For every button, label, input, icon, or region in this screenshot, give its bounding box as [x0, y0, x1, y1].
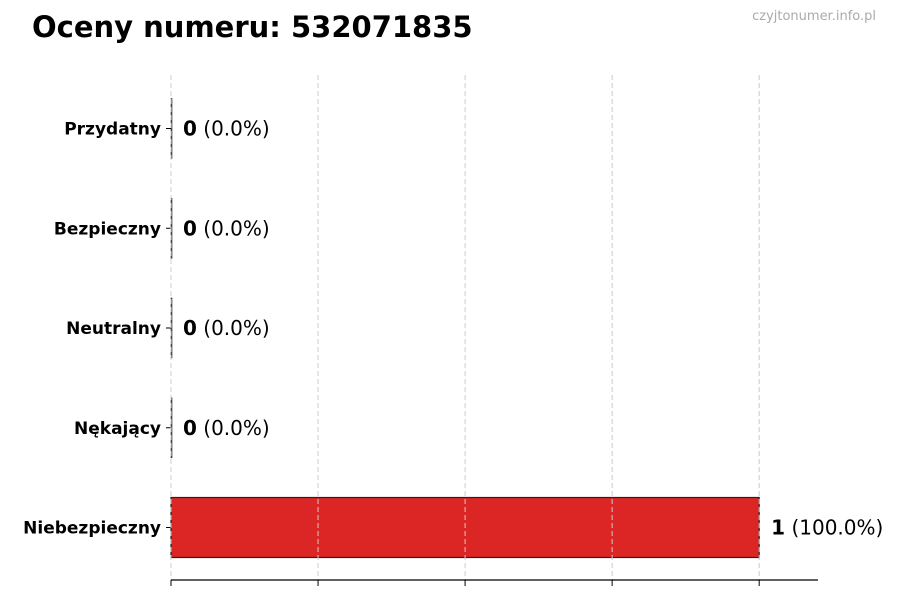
data-label-percent: (0.0%) — [197, 416, 270, 440]
data-label-percent: (0.0%) — [197, 216, 270, 240]
data-label-percent: (100.0%) — [785, 516, 883, 540]
data-label-count: 0 — [183, 117, 197, 141]
data-label-count: 0 — [183, 316, 197, 340]
category-label: Nękający — [74, 419, 161, 439]
data-label: 0 (0.0%) — [183, 416, 270, 440]
data-label: 1 (100.0%) — [771, 516, 883, 540]
category-label: Neutralny — [66, 319, 161, 339]
data-label-percent: (0.0%) — [197, 316, 270, 340]
data-label: 0 (0.0%) — [183, 316, 270, 340]
chart-title: Oceny numeru: 532071835 — [32, 10, 473, 44]
category-label: Bezpieczny — [54, 219, 161, 239]
data-label-count: 0 — [183, 416, 197, 440]
data-label: 0 (0.0%) — [183, 117, 270, 141]
watermark: czyjtonumer.info.pl — [752, 9, 876, 24]
data-label: 0 (0.0%) — [183, 216, 270, 240]
data-label-count: 1 — [771, 516, 785, 540]
data-label-count: 0 — [183, 216, 197, 240]
category-label: Przydatny — [64, 120, 161, 140]
category-label: Niebezpieczny — [23, 519, 161, 539]
data-label-percent: (0.0%) — [197, 117, 270, 141]
